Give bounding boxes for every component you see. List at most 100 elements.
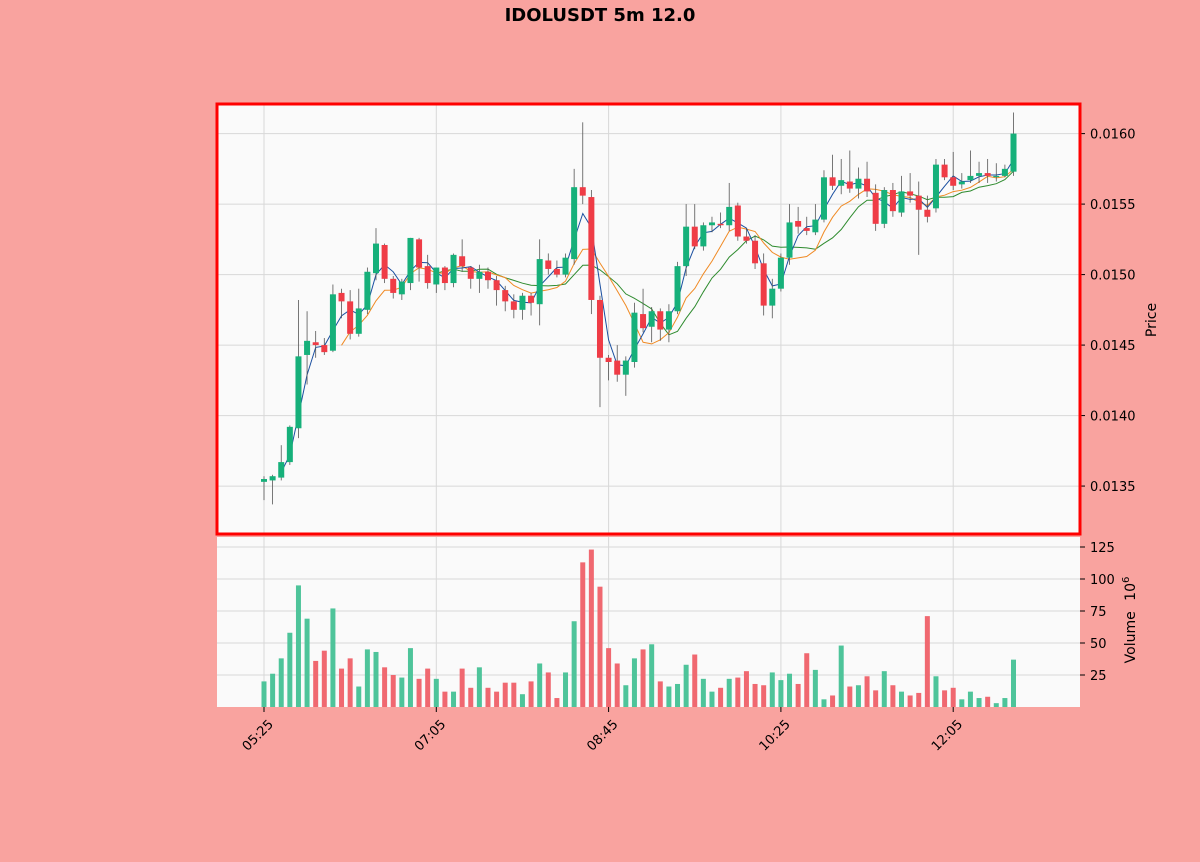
volume-bar xyxy=(726,678,732,707)
volume-bar xyxy=(433,678,439,707)
volume-tick-label: 50 xyxy=(1090,637,1107,652)
volume-bar xyxy=(847,686,853,707)
candle-body xyxy=(932,164,939,209)
candle-body xyxy=(665,311,672,330)
volume-bar xyxy=(554,698,560,707)
candle-body xyxy=(407,237,414,284)
volume-bar xyxy=(907,695,913,707)
price-tick-label: 0.0145 xyxy=(1090,339,1136,354)
volume-bar xyxy=(967,691,973,707)
volume-tick-label: 75 xyxy=(1090,605,1107,620)
candle-body xyxy=(364,271,371,310)
candle-body xyxy=(674,266,681,312)
volume-unit-exp: 6 xyxy=(1121,577,1132,583)
volume-bar xyxy=(390,675,396,707)
volume-bar xyxy=(692,654,698,707)
volume-bar xyxy=(761,685,767,707)
volume-bar xyxy=(442,691,448,707)
volume-bar xyxy=(683,664,689,707)
volume-bar xyxy=(881,671,887,707)
candle-body xyxy=(950,177,957,186)
candle-body xyxy=(390,278,397,293)
volume-bar xyxy=(347,658,353,707)
candle-body xyxy=(915,195,922,210)
candle-body xyxy=(605,357,612,362)
volume-bar xyxy=(899,691,905,707)
candle-body xyxy=(321,345,328,353)
volume-bar xyxy=(545,672,551,707)
volume-bar xyxy=(959,699,965,707)
volume-bar xyxy=(287,632,293,707)
volume-bar xyxy=(942,690,948,707)
volume-bar xyxy=(657,681,663,707)
volume-bar xyxy=(313,660,319,707)
volume-bar xyxy=(1011,659,1017,707)
price-tick-label: 0.0150 xyxy=(1090,269,1136,284)
candle-body xyxy=(416,239,423,268)
price-tick-label: 0.0160 xyxy=(1090,128,1136,143)
volume-bar xyxy=(597,586,603,707)
candle-body xyxy=(855,178,862,189)
volume-bar xyxy=(278,658,284,707)
candle-body xyxy=(553,268,560,275)
candle-body xyxy=(1010,133,1017,172)
volume-bar xyxy=(933,676,939,707)
candle-body xyxy=(846,181,853,189)
volume-bar xyxy=(382,667,388,707)
candle-body xyxy=(993,175,1000,178)
candle-body xyxy=(596,299,603,358)
volume-bar xyxy=(459,668,465,707)
candle-body xyxy=(347,301,354,334)
candle-body xyxy=(579,187,586,196)
x-tick-label: 08:45 xyxy=(584,717,621,754)
candle-body xyxy=(976,173,983,176)
candle-body xyxy=(545,260,552,269)
candle-body xyxy=(295,356,302,429)
candle-body xyxy=(278,462,285,478)
volume-bar xyxy=(270,673,276,707)
volume-bar xyxy=(640,649,646,707)
volume-bar xyxy=(649,644,655,707)
volume-bar xyxy=(873,690,879,707)
candle-body xyxy=(433,267,440,285)
volume-bar xyxy=(855,685,861,707)
volume-bar xyxy=(373,651,379,707)
volume-bar xyxy=(261,681,267,707)
volume-bar xyxy=(950,687,956,707)
candle-body xyxy=(372,243,379,274)
volume-bar xyxy=(588,549,594,707)
candle-body xyxy=(476,271,483,279)
candle-body xyxy=(726,206,733,226)
candle-body xyxy=(640,314,647,329)
volume-bar xyxy=(985,696,991,707)
volume-bar xyxy=(916,692,922,707)
candle-body xyxy=(459,256,466,267)
volume-bar xyxy=(614,663,620,707)
candle-body xyxy=(493,280,500,291)
candle-body xyxy=(760,263,767,306)
volume-bar xyxy=(494,691,500,707)
candle-body xyxy=(717,223,724,226)
candle-body xyxy=(803,228,810,231)
candle-body xyxy=(648,311,655,327)
volume-bar xyxy=(623,685,629,707)
x-tick-label: 10:25 xyxy=(757,717,794,754)
volume-bar xyxy=(580,562,586,707)
candle-body xyxy=(683,226,690,267)
candle-body xyxy=(467,267,474,279)
price-tick-label: 0.0155 xyxy=(1090,198,1136,213)
volume-bar xyxy=(924,616,930,707)
volume-bar xyxy=(425,668,431,707)
volume-unit-base: 10 xyxy=(1123,583,1139,601)
candle-body xyxy=(889,190,896,212)
volume-bar xyxy=(416,678,422,707)
candle-body xyxy=(510,301,517,310)
candle-body xyxy=(269,476,276,481)
candle-body xyxy=(571,187,578,260)
volume-bar xyxy=(743,671,749,707)
volume-bar xyxy=(407,648,413,707)
candle-body xyxy=(657,311,664,330)
candle-body xyxy=(777,257,784,289)
candle-body xyxy=(769,288,776,306)
